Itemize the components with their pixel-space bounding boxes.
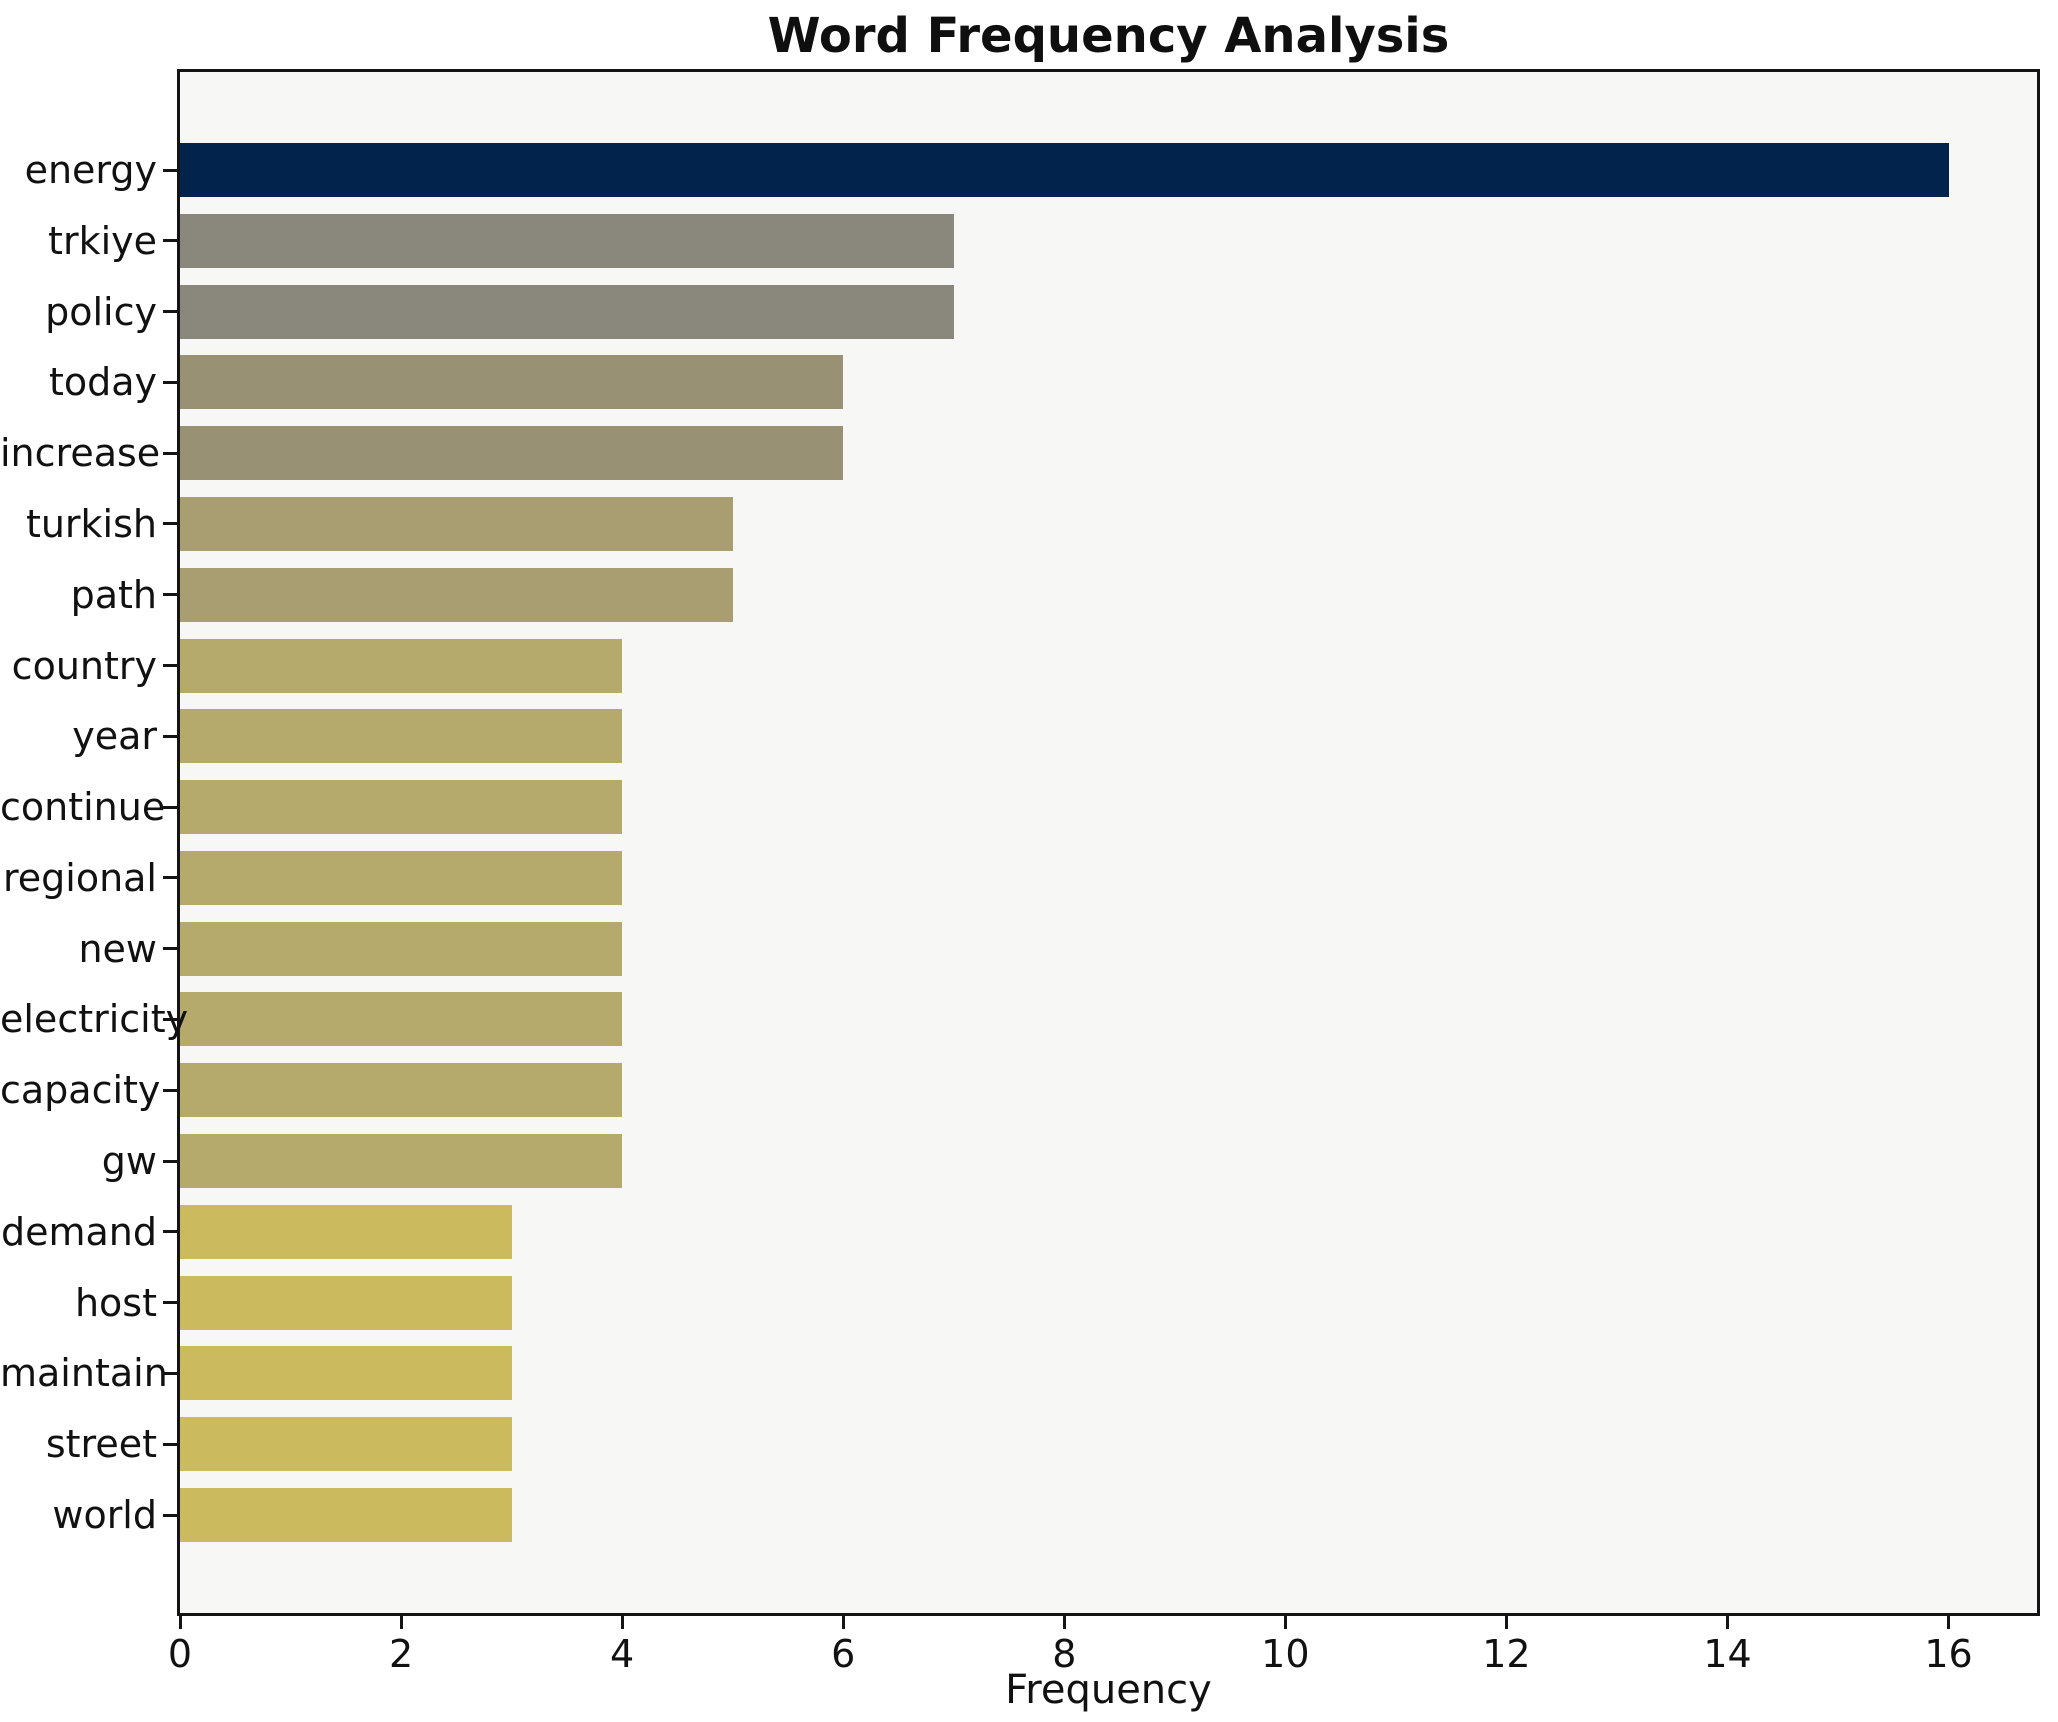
- x-tick-mark-0: [178, 1616, 182, 1629]
- x-tick-mark-4: [620, 1616, 624, 1629]
- bar-continue: [180, 780, 623, 835]
- y-tick-label-continue: continue: [0, 785, 166, 830]
- y-tick-mark-policy: [163, 310, 180, 314]
- y-tick-label-demand: demand: [0, 1209, 157, 1254]
- plot-area: [177, 69, 2040, 1616]
- x-tick-label-0: 0: [167, 1632, 193, 1676]
- bar-street: [180, 1417, 512, 1472]
- bar-world: [180, 1488, 512, 1542]
- y-tick-mark-new: [163, 947, 180, 951]
- y-tick-mark-continue: [163, 805, 180, 809]
- bar-turkish: [180, 496, 733, 551]
- y-tick-mark-host: [163, 1301, 180, 1305]
- bar-maintain: [180, 1346, 512, 1401]
- x-tick-label-12: 12: [1482, 1632, 1531, 1676]
- y-tick-mark-year: [163, 734, 180, 738]
- bar-gw: [180, 1134, 623, 1189]
- y-tick-mark-trkiye: [163, 239, 180, 243]
- x-tick-label-14: 14: [1703, 1632, 1752, 1676]
- y-tick-mark-maintain: [163, 1371, 180, 1375]
- y-tick-label-turkish: turkish: [25, 501, 157, 546]
- y-tick-label-today: today: [48, 360, 157, 405]
- y-tick-mark-electricity: [163, 1017, 180, 1021]
- y-tick-label-maintain: maintain: [0, 1351, 168, 1396]
- y-tick-label-increase: increase: [0, 431, 161, 476]
- y-tick-label-electricity: electricity: [0, 997, 189, 1042]
- y-tick-mark-path: [163, 593, 180, 597]
- y-tick-label-country: country: [11, 643, 157, 688]
- y-tick-label-path: path: [70, 572, 157, 617]
- bar-policy: [180, 284, 954, 339]
- x-tick-mark-8: [1062, 1616, 1066, 1629]
- y-tick-mark-energy: [163, 168, 180, 172]
- bar-increase: [180, 426, 844, 481]
- x-tick-mark-12: [1504, 1616, 1508, 1629]
- y-tick-label-street: street: [45, 1422, 157, 1467]
- y-tick-label-year: year: [72, 714, 157, 759]
- bar-path: [180, 567, 733, 622]
- y-tick-mark-regional: [163, 876, 180, 880]
- bar-regional: [180, 850, 623, 905]
- chart-title: Word Frequency Analysis: [767, 8, 1450, 64]
- y-tick-mark-gw: [163, 1159, 180, 1163]
- bar-energy: [180, 143, 1949, 197]
- bar-demand: [180, 1204, 512, 1259]
- y-tick-mark-country: [163, 664, 180, 668]
- y-tick-label-host: host: [74, 1280, 157, 1325]
- x-tick-mark-2: [399, 1616, 403, 1629]
- y-tick-label-energy: energy: [24, 148, 157, 192]
- bar-electricity: [180, 992, 623, 1047]
- y-tick-mark-demand: [163, 1230, 180, 1234]
- y-tick-mark-street: [163, 1442, 180, 1446]
- y-tick-mark-turkish: [163, 522, 180, 526]
- x-tick-label-6: 6: [831, 1632, 856, 1676]
- y-tick-mark-capacity: [163, 1088, 180, 1092]
- y-tick-label-capacity: capacity: [0, 1068, 161, 1113]
- bar-capacity: [180, 1063, 623, 1118]
- y-tick-label-policy: policy: [45, 289, 157, 334]
- x-tick-label-2: 2: [388, 1632, 414, 1676]
- bar-host: [180, 1275, 512, 1330]
- x-tick-mark-10: [1283, 1616, 1287, 1629]
- x-tick-label-10: 10: [1261, 1632, 1310, 1676]
- x-tick-label-16: 16: [1924, 1632, 1973, 1676]
- bar-trkiye: [180, 213, 954, 268]
- y-tick-mark-world: [163, 1513, 180, 1517]
- x-tick-mark-16: [1947, 1616, 1951, 1629]
- x-axis-label: Frequency: [1005, 1667, 1212, 1713]
- y-tick-mark-increase: [163, 451, 180, 455]
- bar-new: [180, 921, 623, 976]
- y-tick-label-regional: regional: [2, 855, 157, 900]
- bar-country: [180, 638, 623, 693]
- x-tick-mark-14: [1726, 1616, 1729, 1629]
- y-tick-label-gw: gw: [101, 1139, 157, 1184]
- y-tick-label-trkiye: trkiye: [48, 218, 157, 263]
- y-tick-label-world: world: [52, 1493, 157, 1537]
- y-tick-mark-today: [163, 380, 180, 384]
- x-tick-label-4: 4: [610, 1632, 635, 1676]
- y-tick-label-new: new: [78, 926, 157, 971]
- x-tick-mark-6: [841, 1616, 845, 1629]
- bar-today: [180, 355, 844, 410]
- x-tick-label-8: 8: [1052, 1632, 1077, 1676]
- bar-year: [180, 709, 623, 764]
